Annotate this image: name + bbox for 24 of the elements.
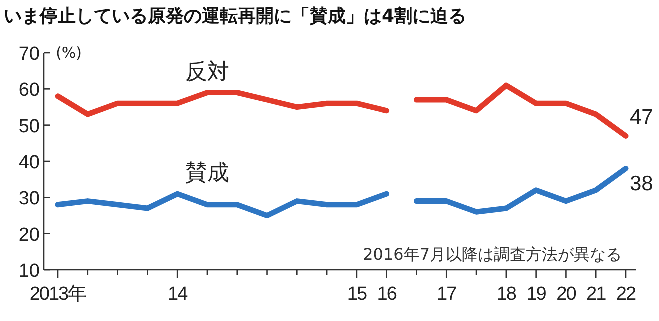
series-label: 反対: [185, 60, 230, 85]
y-tick-label: 50: [18, 116, 40, 138]
annotation: 2016年7月以降は調査方法が異なる: [363, 245, 622, 264]
x-tick-label: 18: [496, 284, 516, 305]
x-tick-label: 15: [347, 284, 367, 305]
x-tick-label: 2013年: [30, 284, 88, 305]
y-tick-label: 10: [18, 261, 40, 282]
series-label: 賛成: [185, 161, 230, 186]
chart-title: いま停止している原発の運転再開に「賛成」は4割に迫る: [4, 6, 467, 27]
x-tick-label: 20: [556, 284, 576, 305]
x-tick-label: 22: [616, 284, 636, 305]
x-tick-label: 19: [526, 284, 546, 305]
y-tick-label: 60: [18, 80, 40, 102]
x-tick-label: 16: [377, 284, 397, 305]
y-tick-label: 20: [18, 224, 40, 246]
y-tick-label: 30: [18, 188, 40, 210]
y-tick-label: 40: [18, 152, 40, 174]
x-tick-label: 14: [168, 284, 189, 305]
x-tick-label: 21: [586, 284, 606, 305]
data-label: 38: [630, 172, 654, 196]
x-tick-label: 17: [437, 284, 457, 305]
y-tick-label: 70: [18, 44, 40, 65]
y-axis-title: (%): [56, 44, 82, 62]
data-label: 47: [630, 106, 654, 130]
